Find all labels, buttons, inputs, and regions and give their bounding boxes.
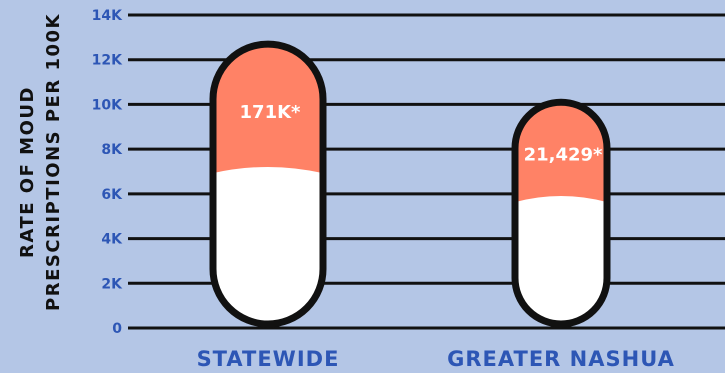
category-label: GREATER NASHUA: [447, 347, 675, 371]
pill-bar: 171K* STATEWIDE: [197, 40, 340, 371]
y-tick-label: 0: [112, 321, 122, 337]
pill-bar: 21,429* GREATER NASHUA: [447, 98, 675, 371]
pill-outline: [511, 98, 611, 328]
pill-top-fill: [213, 44, 323, 174]
y-tick-label: 4K: [101, 232, 123, 248]
y-tick-label: 2K: [101, 276, 123, 292]
bar-data-label: 171K*: [240, 102, 302, 123]
y-tick-label: 6K: [101, 187, 123, 203]
y-axis-label-line-1: RATE OF MOUD: [17, 86, 38, 258]
y-tick-labels: 0 2K 4K 6K 8K 10K 12K 14K: [92, 8, 123, 337]
pill-outline: [209, 40, 327, 328]
y-tick-label: 10K: [92, 97, 123, 113]
category-label: STATEWIDE: [197, 347, 340, 371]
y-tick-label: 12K: [92, 53, 123, 69]
y-axis-label-line-2: PRESCRIPTIONS PER 100K: [43, 13, 64, 311]
bar-data-label: 21,429*: [524, 144, 603, 165]
pill-top-fill: [515, 102, 607, 203]
pill-bars: 171K* STATEWIDE 21,429* GREATER NASHUA: [197, 40, 675, 371]
y-tick-label: 8K: [101, 142, 123, 158]
y-tick-label: 14K: [92, 8, 123, 24]
